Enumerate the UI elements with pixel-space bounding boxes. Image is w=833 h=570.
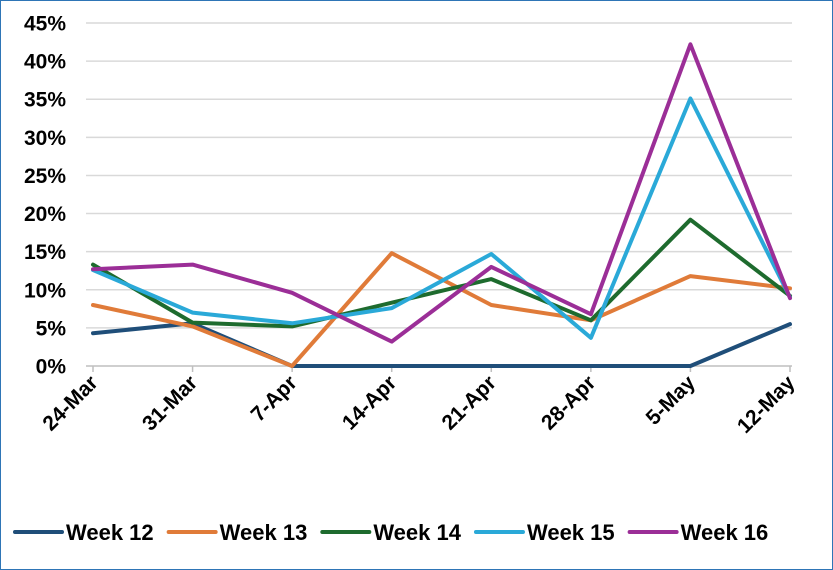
x-tick-label: 7-Apr — [247, 371, 302, 426]
legend-label: Week 16 — [681, 520, 769, 545]
series-line-week-15 — [91, 96, 792, 340]
gridlines — [86, 22, 792, 372]
x-tick-label: 14-Apr — [338, 371, 401, 434]
legend-label: Week 14 — [373, 520, 461, 545]
x-tick-label: 28-Apr — [537, 371, 600, 434]
y-tick-label: 15% — [24, 241, 66, 264]
series-lines — [91, 42, 792, 368]
y-tick-label: 30% — [24, 127, 66, 150]
x-tick-label: 5-May — [642, 371, 701, 430]
y-tick-label: 25% — [24, 165, 66, 188]
series-line-week-14 — [91, 217, 792, 329]
y-tick-label: 45% — [24, 13, 66, 36]
x-axis-tick-labels: 24-Mar 31-Mar 7-Apr 14-Apr 21-Apr 28-Apr 5-May… — [38, 371, 799, 438]
y-tick-label: 5% — [36, 317, 67, 340]
x-tick-label: 31-Mar — [138, 371, 202, 435]
y-axis-tick-labels: 0% 5% 10% 15% 20% 25% 30% 35% 40% 45% — [24, 13, 66, 379]
legend: Week 12 Week 13 Week 14 Week 15 Week 16 — [13, 520, 769, 545]
legend-label: Week 12 — [66, 520, 154, 545]
series-line-week-12 — [91, 321, 792, 368]
legend-label: Week 15 — [527, 520, 615, 545]
y-tick-label: 20% — [24, 203, 66, 226]
series-line-week-13 — [91, 251, 792, 368]
y-tick-label: 35% — [24, 89, 66, 112]
y-tick-label: 10% — [24, 279, 66, 302]
x-tick-label: 12-May — [733, 371, 800, 438]
y-tick-label: 0% — [36, 356, 67, 379]
legend-label: Week 13 — [220, 520, 308, 545]
y-tick-label: 40% — [24, 51, 66, 74]
series-line-week-16 — [91, 42, 792, 344]
x-tick-label: 24-Mar — [38, 371, 102, 435]
x-tick-label: 21-Apr — [438, 371, 501, 434]
